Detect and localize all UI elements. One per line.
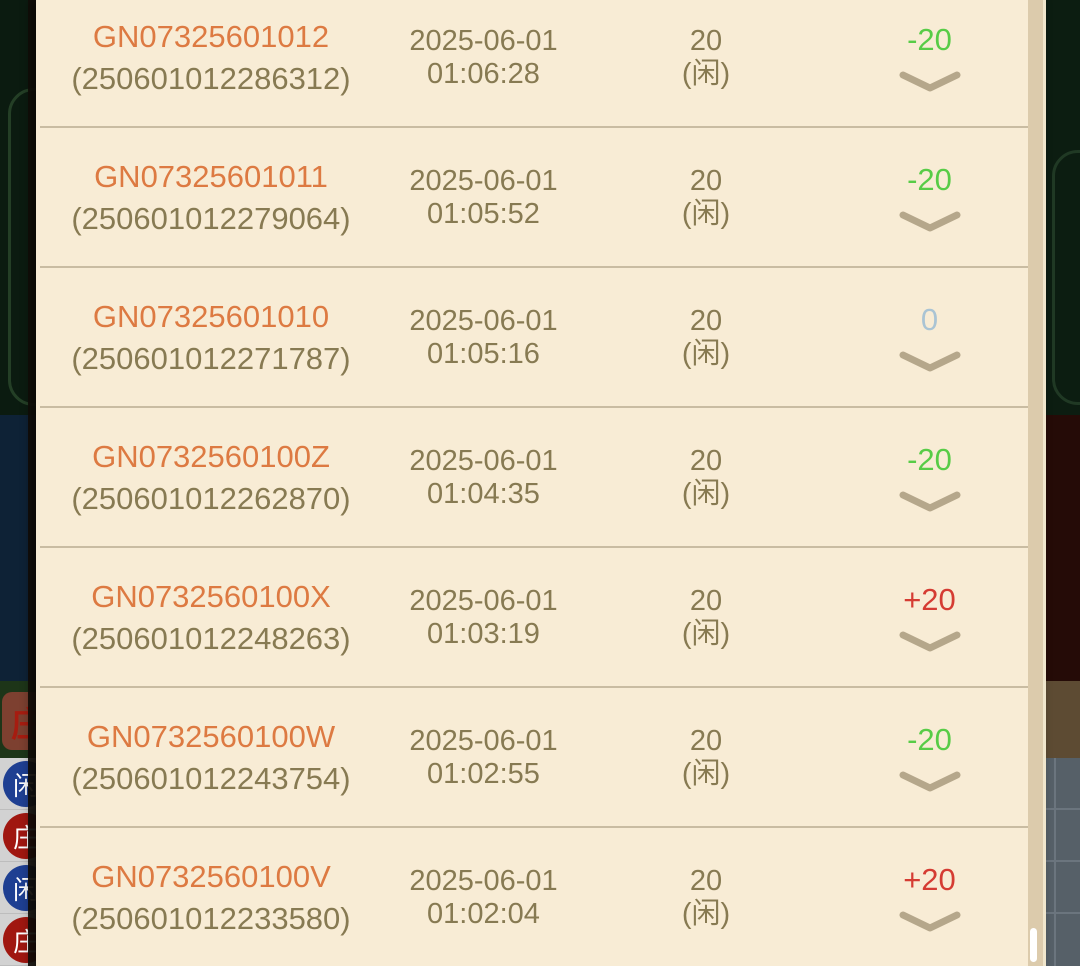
result-value: +20 <box>903 582 956 617</box>
bet-amount: 20 <box>689 725 723 757</box>
bet-history-row[interactable]: GN07325601010 (250601012271787) 2025-06-… <box>36 268 1046 408</box>
bet-side: (闲) <box>681 198 731 230</box>
roadmap-gridline <box>1046 912 1080 914</box>
roadmap-gridline <box>1054 758 1056 966</box>
bet-history-row[interactable]: GN0732560100X (250601012248263) 2025-06-… <box>36 548 1046 688</box>
game-round-id: GN0732560100W <box>86 719 336 754</box>
scrollbar-track[interactable] <box>1028 0 1046 966</box>
bet-serial-number: (250601012243754) <box>71 761 351 796</box>
bet-history-row[interactable]: GN0732560100W (250601012243754) 2025-06-… <box>36 688 1046 828</box>
bet-time: 01:04:35 <box>427 478 540 510</box>
chevron-down-icon[interactable] <box>899 771 961 793</box>
chevron-down-icon[interactable] <box>899 351 961 373</box>
result-value: -20 <box>907 442 952 477</box>
scrollbar-thumb[interactable] <box>1030 928 1037 962</box>
bet-date: 2025-06-01 <box>409 165 558 197</box>
chevron-down-icon[interactable] <box>899 71 961 93</box>
bet-side: (闲) <box>681 758 731 790</box>
bet-side: (闲) <box>681 898 731 930</box>
result-value: -20 <box>907 22 952 57</box>
table-maroon-strip <box>1046 415 1080 681</box>
bet-serial-number: (250601012271787) <box>71 341 351 376</box>
bet-serial-number: (250601012286312) <box>71 61 351 96</box>
bet-amount: 20 <box>689 445 723 477</box>
bet-amount: 20 <box>689 305 723 337</box>
bet-serial-number: (250601012279064) <box>71 201 351 236</box>
chevron-down-icon[interactable] <box>899 911 961 933</box>
bet-amount: 20 <box>689 25 723 57</box>
game-round-id: GN07325601011 <box>94 159 328 194</box>
result-value: +20 <box>903 862 956 897</box>
chevron-down-icon[interactable] <box>899 211 961 233</box>
chevron-down-icon[interactable] <box>899 631 961 653</box>
bet-time: 01:06:28 <box>427 58 540 90</box>
bet-amount: 20 <box>689 865 723 897</box>
game-round-id: GN07325601010 <box>92 299 330 334</box>
bet-serial-number: (250601012262870) <box>71 481 351 516</box>
bet-time: 01:05:52 <box>427 198 540 230</box>
bet-time: 01:03:19 <box>427 618 540 650</box>
result-value: -20 <box>907 722 952 757</box>
bet-side: (闲) <box>681 58 731 90</box>
bet-amount: 20 <box>689 165 723 197</box>
bet-side: (闲) <box>681 618 731 650</box>
bet-serial-number: (250601012248263) <box>71 621 351 656</box>
bet-time: 01:05:16 <box>427 338 540 370</box>
result-value: 0 <box>920 302 939 337</box>
history-list: GN07325601012 (250601012286312) 2025-06-… <box>36 0 1046 966</box>
bet-history-row[interactable]: GN0732560100Z (250601012262870) 2025-06-… <box>36 408 1046 548</box>
table-background-right <box>1046 0 1080 966</box>
bet-side: (闲) <box>681 478 731 510</box>
bet-date: 2025-06-01 <box>409 865 558 897</box>
bet-time: 01:02:04 <box>427 898 540 930</box>
roadmap-grid <box>1046 758 1080 966</box>
bet-date: 2025-06-01 <box>409 445 558 477</box>
bet-date: 2025-06-01 <box>409 25 558 57</box>
panel-edge-shadow <box>28 0 36 966</box>
table-felt-top <box>1046 0 1080 415</box>
roadmap-gridline <box>1046 860 1080 862</box>
bet-side: (闲) <box>681 338 731 370</box>
game-round-id: GN07325601012 <box>92 19 330 54</box>
bet-date: 2025-06-01 <box>409 725 558 757</box>
table-button-outline <box>1052 150 1080 405</box>
bet-history-panel: GN07325601012 (250601012286312) 2025-06-… <box>36 0 1046 966</box>
game-round-id: GN0732560100X <box>91 579 331 614</box>
bet-date: 2025-06-01 <box>409 585 558 617</box>
bet-history-row[interactable]: GN0732560100V (250601012233580) 2025-06-… <box>36 828 1046 966</box>
game-round-id: GN0732560100V <box>91 859 331 894</box>
bet-amount: 20 <box>689 585 723 617</box>
result-value: -20 <box>907 162 952 197</box>
chevron-down-icon[interactable] <box>899 491 961 513</box>
bet-serial-number: (250601012233580) <box>71 901 351 936</box>
bet-history-row[interactable]: GN07325601012 (250601012286312) 2025-06-… <box>36 0 1046 128</box>
bet-history-row[interactable]: GN07325601011 (250601012279064) 2025-06-… <box>36 128 1046 268</box>
bet-date: 2025-06-01 <box>409 305 558 337</box>
game-round-id: GN0732560100Z <box>92 439 330 474</box>
bet-time: 01:02:55 <box>427 758 540 790</box>
roadmap-gridline <box>1046 808 1080 810</box>
table-brown-strip <box>1046 681 1080 758</box>
